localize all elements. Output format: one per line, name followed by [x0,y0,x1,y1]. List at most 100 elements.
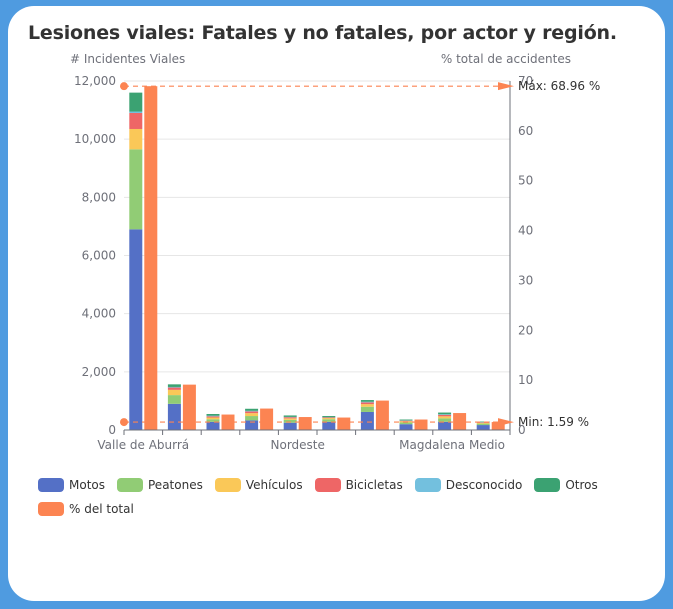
stacked-bar-segment [438,412,452,415]
legend-item[interactable]: Motos [38,476,105,494]
stacked-bar-segment [283,417,297,419]
percent-bar [298,417,312,430]
stacked-bar-segment [245,411,259,414]
stacked-bar-segment [167,403,181,430]
percent-bar [414,419,428,430]
y-right-tick-label: 10 [518,373,533,387]
stacked-bar-segment [245,408,259,411]
stacked-bar-segment [206,414,220,416]
mark-line-arrow [498,82,514,91]
legend-label: Desconocido [445,478,523,492]
legend-label: Bicicletas [345,478,403,492]
chart-card: Lesiones viales: Fatales y no fatales, p… [8,6,665,601]
legend-label: Vehículos [245,478,303,492]
y-left-tick-label: 2,000 [82,365,116,379]
percent-bar [144,86,158,430]
stacked-bar-segment [438,414,452,417]
stacked-bar-segment [206,419,220,422]
stacked-bar-segment [129,229,143,430]
stacked-bar-segment [399,422,413,425]
chart-title: Lesiones viales: Fatales y no fatales, p… [28,22,617,44]
stacked-bar-segment [245,416,259,421]
legend-label: Otros [565,478,598,492]
stacked-bar-segment [167,384,181,387]
stacked-bar-segment [438,416,452,419]
mark-line-arrow [498,418,514,427]
y-left-tick-label: 4,000 [82,307,116,321]
legend-swatch [414,478,441,492]
legend-item[interactable]: Peatones [117,476,203,494]
percent-bar [260,408,274,430]
legend-item[interactable]: Vehículos [214,476,303,494]
stacked-bar-segment [476,422,490,424]
y-left-tick-label: 0 [108,423,116,437]
percent-bar [182,384,196,430]
y-right-tick-label: 40 [518,224,533,238]
stacked-bar-segment [206,416,220,418]
y-right-tick-label: 50 [518,174,533,188]
legend-swatch [117,478,143,492]
stacked-bar-segment [438,414,452,415]
y-right-tick-label: 0 [518,423,526,437]
legend-swatch [534,478,561,492]
legend-swatch [38,478,64,492]
stacked-bar-segment [206,421,220,430]
stacked-bar-segment [360,411,374,430]
stacked-bar-segment [360,401,374,403]
legend-item[interactable]: % del total [38,500,134,518]
legend-swatch [314,478,341,492]
y-right-tick-label: 20 [518,323,533,337]
stacked-bar-segment [438,421,452,430]
y-left-tick-label: 6,000 [82,249,116,263]
stacked-bar-segment [245,410,259,412]
stacked-bar-segment [322,419,336,422]
stacked-bar-segment [322,416,336,418]
max-mark-label: Máx: 68.96 % [518,79,600,93]
stacked-bar-segment [167,386,181,388]
y-right-axis-label: % total de accidentes [441,52,571,66]
y-right-tick-label: 70 [518,74,533,88]
stacked-bar-segment [129,111,143,113]
chart-plot: 0 2,000 4,000 6,000 8,000 10,000 12,000 0 10 20 30… [70,52,600,452]
y-left-axis-label: # Incidentes Viales [70,52,185,66]
y-left-tick-label: 10,000 [74,132,116,146]
stacked-bar-segment [322,421,336,430]
legend-label: % del total [69,502,134,516]
legend-label: Motos [69,478,105,492]
legend-item[interactable]: Otros [534,476,598,494]
stacked-bar-segment [245,413,259,417]
stacked-bar-segment [438,418,452,422]
y-left-tick-label: 8,000 [82,190,116,204]
stacked-bar-segment [283,422,297,430]
x-tick-label: Valle de Aburrá [97,438,189,452]
legend-swatch [214,478,241,492]
stacked-bar-segment [206,415,220,417]
legend-item[interactable]: Bicicletas [314,476,403,494]
stacked-bar-segment [476,423,490,426]
stacked-bar-segment [129,128,143,150]
stacked-bar-segment [167,395,181,404]
stacked-bar-segment [206,417,220,420]
stacked-bar-segment [399,424,413,430]
legend-label: Peatones [148,478,203,492]
y-left-tick-label: 12,000 [74,74,116,88]
stacked-bar-segment [322,418,336,420]
y-right-tick-label: 30 [518,273,533,287]
legend-item[interactable]: Desconocido [414,476,523,494]
x-tick-label: Nordeste [271,438,325,452]
stacked-bar-segment [129,92,143,112]
stacked-bar-segment [360,406,374,412]
x-tick-label: Magdalena Medio [399,438,505,452]
stacked-bar-segment [283,418,297,420]
percent-bar [337,417,351,430]
stacked-bar-segment [399,419,413,421]
stacked-bar-segment [360,402,374,405]
stacked-bar-segment [322,417,336,419]
stacked-bar-segment [283,415,297,417]
stacked-bar-segment [360,404,374,407]
stacked-bar-segment [245,420,259,430]
chart-legend: Motos Peatones Vehículos Bicicletas Desconoc… [38,476,638,518]
stacked-bar-segment [476,421,490,423]
stacked-bar-segment [129,149,143,230]
percent-bar [375,400,389,430]
